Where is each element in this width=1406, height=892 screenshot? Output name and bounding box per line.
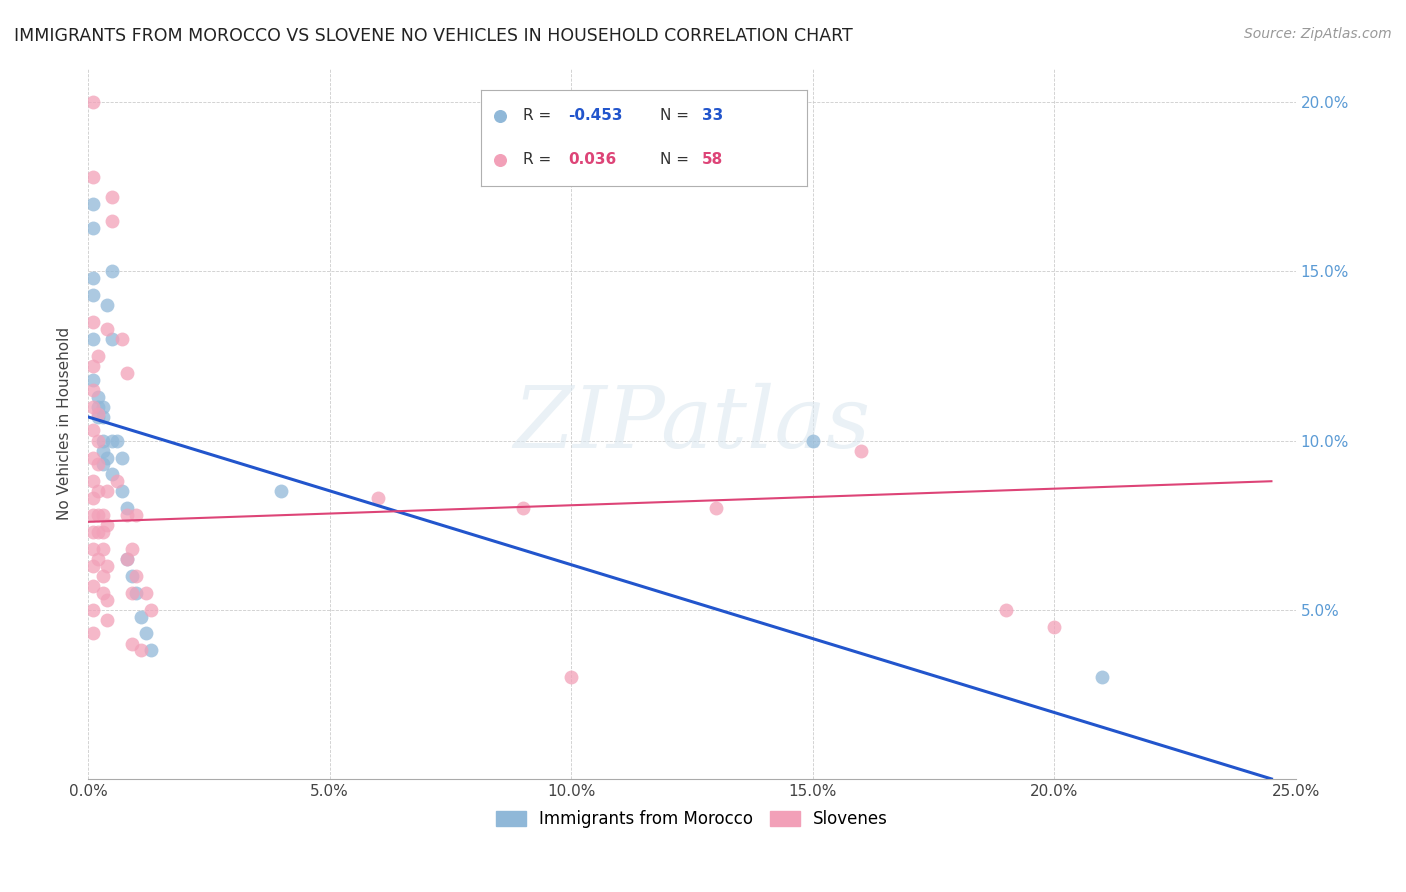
Point: [270, 484, 292, 499]
Y-axis label: No Vehicles in Household: No Vehicles in Household: [58, 327, 72, 520]
Point: [101, 190, 124, 204]
Point: [125, 586, 148, 600]
Point: [82, 603, 104, 617]
Point: [82, 197, 104, 211]
Point: [82, 95, 104, 110]
Point: [96, 592, 118, 607]
Point: [111, 332, 134, 346]
Point: [82, 332, 104, 346]
Point: [139, 603, 162, 617]
Point: [125, 508, 148, 522]
Point: [82, 271, 104, 285]
Point: [139, 643, 162, 657]
Point: [82, 400, 104, 414]
Point: [101, 467, 124, 482]
Point: [82, 169, 104, 184]
Point: [849, 443, 872, 458]
Point: [82, 450, 104, 465]
Point: [121, 541, 143, 556]
Point: [82, 315, 104, 329]
Point: [82, 383, 104, 397]
Point: [87, 508, 110, 522]
Point: [87, 407, 110, 421]
Point: [82, 491, 104, 505]
Point: [125, 569, 148, 583]
Point: [91, 586, 114, 600]
Point: [91, 434, 114, 448]
Point: [1043, 620, 1066, 634]
Point: [115, 508, 138, 522]
Text: IMMIGRANTS FROM MOROCCO VS SLOVENE NO VEHICLES IN HOUSEHOLD CORRELATION CHART: IMMIGRANTS FROM MOROCCO VS SLOVENE NO VE…: [14, 27, 853, 45]
Point: [111, 450, 134, 465]
Point: [82, 373, 104, 387]
Point: [87, 349, 110, 363]
Point: [87, 434, 110, 448]
Point: [129, 643, 152, 657]
Point: [82, 359, 104, 374]
Point: [82, 524, 104, 539]
Point: [91, 541, 114, 556]
Point: [82, 558, 104, 573]
Point: [91, 409, 114, 424]
Legend: Immigrants from Morocco, Slovenes: Immigrants from Morocco, Slovenes: [489, 803, 894, 835]
Point: [135, 586, 157, 600]
Point: [801, 434, 824, 448]
Point: [111, 484, 134, 499]
Point: [121, 569, 143, 583]
Point: [96, 450, 118, 465]
Point: [82, 579, 104, 593]
Point: [96, 484, 118, 499]
Point: [87, 390, 110, 404]
Point: [96, 298, 118, 312]
Point: [129, 609, 152, 624]
Point: [91, 458, 114, 472]
Point: [82, 541, 104, 556]
Point: [115, 366, 138, 380]
Point: [115, 501, 138, 516]
Point: [82, 288, 104, 302]
Point: [91, 508, 114, 522]
Point: [82, 626, 104, 640]
Point: [115, 552, 138, 566]
Point: [87, 409, 110, 424]
Point: [87, 458, 110, 472]
Point: [101, 434, 124, 448]
Point: [704, 501, 727, 516]
Point: [101, 213, 124, 227]
Point: [994, 603, 1017, 617]
Point: [82, 424, 104, 438]
Point: [101, 332, 124, 346]
Point: [91, 524, 114, 539]
Point: [1091, 670, 1114, 684]
Text: ZIPatlas: ZIPatlas: [513, 383, 870, 465]
Point: [135, 626, 157, 640]
Point: [87, 552, 110, 566]
Point: [115, 552, 138, 566]
Point: [105, 474, 128, 488]
Point: [96, 613, 118, 627]
Point: [87, 524, 110, 539]
Point: [512, 501, 534, 516]
Point: [82, 508, 104, 522]
Point: [96, 558, 118, 573]
Point: [82, 474, 104, 488]
Point: [121, 637, 143, 651]
Point: [91, 569, 114, 583]
Point: [82, 220, 104, 235]
Point: [87, 400, 110, 414]
Point: [87, 484, 110, 499]
Point: [96, 518, 118, 533]
Point: [91, 400, 114, 414]
Text: Source: ZipAtlas.com: Source: ZipAtlas.com: [1244, 27, 1392, 41]
Point: [96, 322, 118, 336]
Point: [91, 443, 114, 458]
Point: [121, 586, 143, 600]
Point: [367, 491, 389, 505]
Point: [101, 264, 124, 278]
Point: [105, 434, 128, 448]
Point: [560, 670, 582, 684]
